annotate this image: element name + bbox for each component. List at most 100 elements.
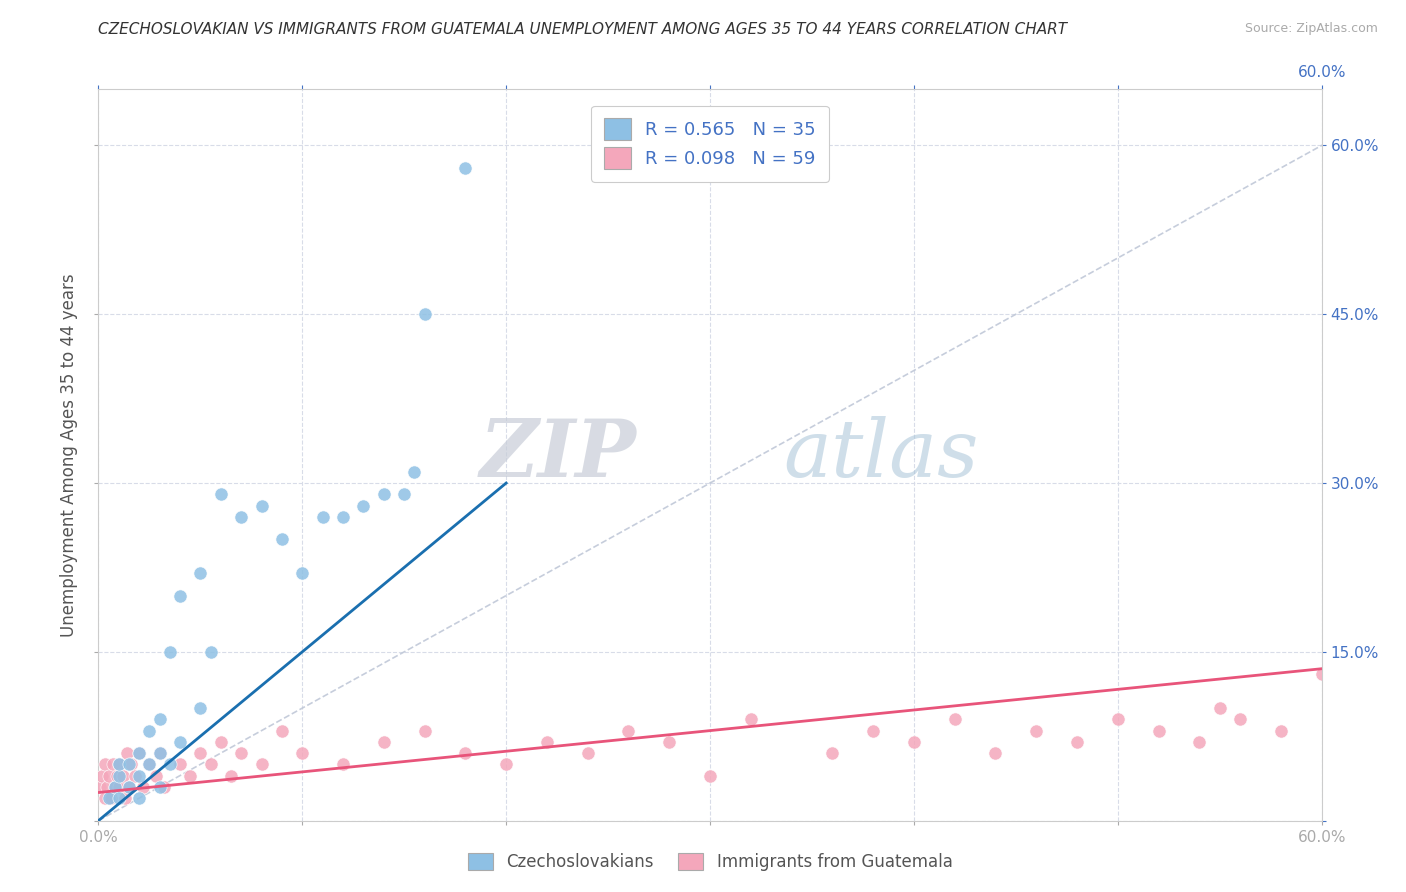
Point xyxy=(100,791,122,805)
Point xyxy=(169,589,191,603)
Legend: Czechoslovakians, Immigrants from Guatemala: Czechoslovakians, Immigrants from Guatem… xyxy=(461,847,959,878)
Point xyxy=(250,499,273,513)
Point xyxy=(312,509,335,524)
Point xyxy=(118,757,141,772)
Point xyxy=(1229,712,1251,726)
Point xyxy=(658,735,681,749)
Point xyxy=(118,780,141,794)
Point xyxy=(1270,723,1292,738)
Point xyxy=(943,712,966,726)
Point xyxy=(149,746,172,760)
Point xyxy=(1107,712,1129,726)
Text: ZIP: ZIP xyxy=(479,417,637,493)
Point xyxy=(200,645,222,659)
Point xyxy=(114,791,136,805)
Point xyxy=(91,769,114,783)
Point xyxy=(108,757,131,772)
Point xyxy=(740,712,762,726)
Point xyxy=(332,509,354,524)
Point xyxy=(149,712,172,726)
Point xyxy=(115,746,138,760)
Point xyxy=(209,735,232,749)
Point xyxy=(1310,667,1333,681)
Point xyxy=(373,735,395,749)
Point xyxy=(159,645,181,659)
Text: CZECHOSLOVAKIAN VS IMMIGRANTS FROM GUATEMALA UNEMPLOYMENT AMONG AGES 35 TO 44 YE: CZECHOSLOVAKIAN VS IMMIGRANTS FROM GUATE… xyxy=(98,22,1067,37)
Point xyxy=(104,780,127,794)
Point xyxy=(159,757,181,772)
Point xyxy=(128,791,150,805)
Point xyxy=(124,769,146,783)
Point xyxy=(1066,735,1088,749)
Point xyxy=(1147,723,1170,738)
Text: Source: ZipAtlas.com: Source: ZipAtlas.com xyxy=(1244,22,1378,36)
Point xyxy=(138,757,160,772)
Point xyxy=(270,723,294,738)
Text: atlas: atlas xyxy=(783,417,979,493)
Point xyxy=(219,769,242,783)
Point xyxy=(118,780,141,794)
Point xyxy=(373,487,395,501)
Point xyxy=(108,769,131,783)
Point xyxy=(97,791,120,805)
Point xyxy=(138,757,160,772)
Point xyxy=(250,757,273,772)
Point xyxy=(352,499,374,513)
Point xyxy=(97,769,120,783)
Point xyxy=(96,780,118,794)
Point xyxy=(821,746,844,760)
Point xyxy=(404,465,426,479)
Point xyxy=(576,746,599,760)
Point xyxy=(231,746,253,760)
Point xyxy=(903,735,925,749)
Point xyxy=(145,769,167,783)
Point xyxy=(495,757,517,772)
Point xyxy=(93,757,115,772)
Point xyxy=(291,746,314,760)
Point xyxy=(617,723,640,738)
Point xyxy=(454,746,477,760)
Point xyxy=(104,780,127,794)
Point xyxy=(413,307,436,321)
Point xyxy=(209,487,232,501)
Point xyxy=(149,780,172,794)
Point xyxy=(128,746,150,760)
Point xyxy=(536,735,558,749)
Point xyxy=(1209,701,1232,715)
Point xyxy=(169,735,191,749)
Point xyxy=(454,161,477,175)
Point xyxy=(152,780,174,794)
Point xyxy=(862,723,884,738)
Point xyxy=(111,769,134,783)
Y-axis label: Unemployment Among Ages 35 to 44 years: Unemployment Among Ages 35 to 44 years xyxy=(60,273,79,637)
Point xyxy=(200,757,222,772)
Point xyxy=(128,769,150,783)
Point xyxy=(89,780,111,794)
Point xyxy=(179,769,201,783)
Point xyxy=(108,757,131,772)
Point xyxy=(1188,735,1211,749)
Point xyxy=(101,757,124,772)
Point xyxy=(188,746,212,760)
Point xyxy=(132,780,155,794)
Point xyxy=(188,566,212,580)
Point xyxy=(128,746,150,760)
Point xyxy=(120,757,142,772)
Point xyxy=(699,769,721,783)
Point xyxy=(108,791,131,805)
Point xyxy=(984,746,1007,760)
Point xyxy=(149,746,172,760)
Point xyxy=(188,701,212,715)
Point xyxy=(231,509,253,524)
Point xyxy=(392,487,416,501)
Point xyxy=(108,780,131,794)
Point xyxy=(413,723,436,738)
Point xyxy=(169,757,191,772)
Point xyxy=(270,533,294,547)
Point xyxy=(138,723,160,738)
Point xyxy=(105,769,128,783)
Point xyxy=(1025,723,1047,738)
Point xyxy=(291,566,314,580)
Point xyxy=(332,757,354,772)
Point xyxy=(93,791,115,805)
